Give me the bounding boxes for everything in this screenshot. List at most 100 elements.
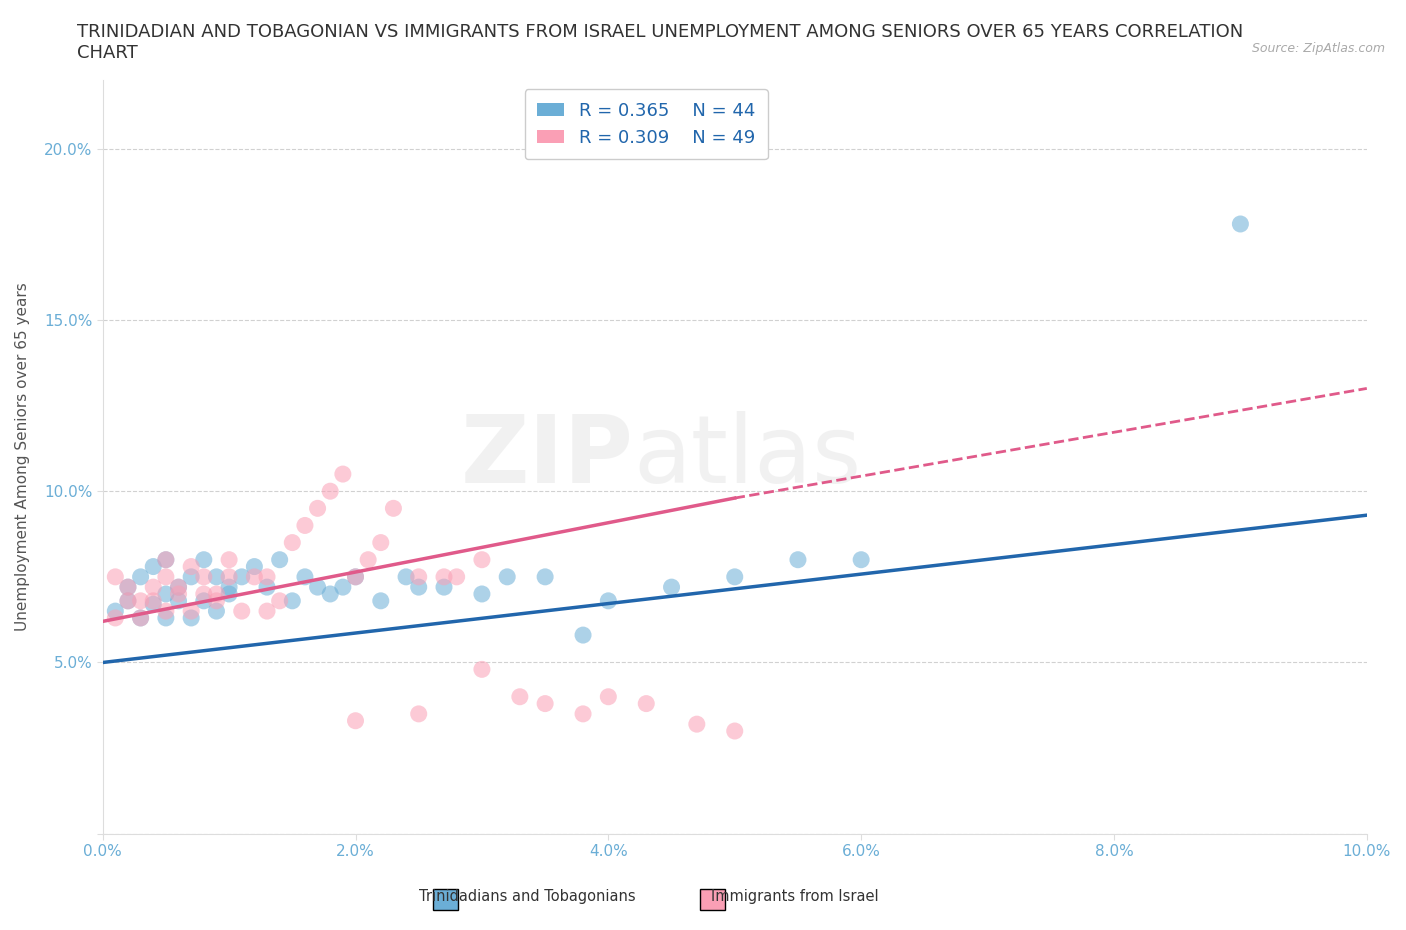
Point (357, 552, 380, 567)
Point (269, 552, 291, 567)
Point (142, 579, 165, 594)
Point (471, 662, 494, 677)
Point (382, 501, 405, 516)
Point (319, 484, 342, 498)
Point (117, 579, 139, 594)
Point (433, 569, 456, 584)
Point (193, 569, 215, 584)
Point (294, 569, 316, 584)
Point (193, 593, 215, 608)
Point (205, 593, 228, 608)
Point (446, 569, 468, 584)
Point (294, 518, 316, 533)
Point (509, 689, 531, 704)
Point (142, 597, 165, 612)
Point (218, 569, 240, 584)
Point (636, 697, 658, 711)
Point (281, 535, 304, 550)
Legend: R = 0.365    N = 44, R = 0.309    N = 49: R = 0.365 N = 44, R = 0.309 N = 49 (524, 89, 768, 159)
Point (167, 587, 190, 602)
Point (142, 559, 165, 574)
Text: TRINIDADIAN AND TOBAGONIAN VS IMMIGRANTS FROM ISRAEL UNEMPLOYMENT AMONG SENIORS : TRINIDADIAN AND TOBAGONIAN VS IMMIGRANTS… (77, 23, 1243, 62)
Point (344, 569, 367, 584)
Point (129, 569, 152, 584)
Point (180, 604, 202, 618)
Point (332, 579, 354, 594)
Point (155, 552, 177, 567)
Point (256, 604, 278, 618)
Point (180, 569, 202, 584)
Point (256, 579, 278, 594)
Point (104, 610, 127, 625)
Point (370, 593, 392, 608)
Point (243, 569, 266, 584)
Point (307, 501, 329, 516)
Point (269, 593, 291, 608)
Point (104, 569, 127, 584)
Point (117, 593, 139, 608)
Point (117, 593, 139, 608)
Point (167, 593, 190, 608)
Point (155, 552, 177, 567)
Point (193, 552, 215, 567)
Point (180, 559, 202, 574)
Point (572, 628, 595, 643)
Point (218, 552, 240, 567)
Point (471, 552, 494, 567)
Point (319, 587, 342, 602)
Point (155, 587, 177, 602)
Text: Source: ZipAtlas.com: Source: ZipAtlas.com (1251, 42, 1385, 55)
Y-axis label: Unemployment Among Seniors over 65 years: Unemployment Among Seniors over 65 years (15, 283, 30, 631)
Text: ZIP: ZIP (461, 411, 634, 503)
Point (395, 569, 418, 584)
Point (167, 579, 190, 594)
Point (534, 569, 557, 584)
Point (129, 593, 152, 608)
Point (433, 579, 456, 594)
Point (142, 593, 165, 608)
Point (332, 467, 354, 482)
Point (370, 535, 392, 550)
Point (408, 707, 430, 722)
Point (724, 724, 747, 738)
Point (496, 569, 519, 584)
Point (256, 569, 278, 584)
Point (724, 569, 747, 584)
Point (1229, 217, 1251, 232)
Text: Trinidadians and Tobagonians: Trinidadians and Tobagonians (419, 889, 636, 904)
Point (231, 569, 253, 584)
Point (218, 587, 240, 602)
Point (117, 579, 139, 594)
Point (661, 579, 683, 594)
Point (193, 587, 215, 602)
Point (534, 697, 557, 711)
Point (344, 713, 367, 728)
Point (167, 579, 190, 594)
Point (155, 604, 177, 618)
Point (408, 579, 430, 594)
Point (155, 569, 177, 584)
Point (243, 559, 266, 574)
Point (129, 610, 152, 625)
Point (471, 587, 494, 602)
Point (205, 604, 228, 618)
Point (104, 604, 127, 618)
Text: atlas: atlas (634, 411, 862, 503)
Point (205, 587, 228, 602)
Point (129, 610, 152, 625)
Point (686, 717, 709, 732)
Point (598, 593, 620, 608)
Point (849, 552, 872, 567)
Point (408, 569, 430, 584)
Point (572, 707, 595, 722)
Point (218, 579, 240, 594)
Point (180, 610, 202, 625)
Point (205, 569, 228, 584)
Point (155, 610, 177, 625)
Point (344, 569, 367, 584)
Point (787, 552, 810, 567)
Point (598, 689, 620, 704)
Point (281, 593, 304, 608)
Text: Immigrants from Israel: Immigrants from Israel (710, 889, 879, 904)
Point (231, 604, 253, 618)
